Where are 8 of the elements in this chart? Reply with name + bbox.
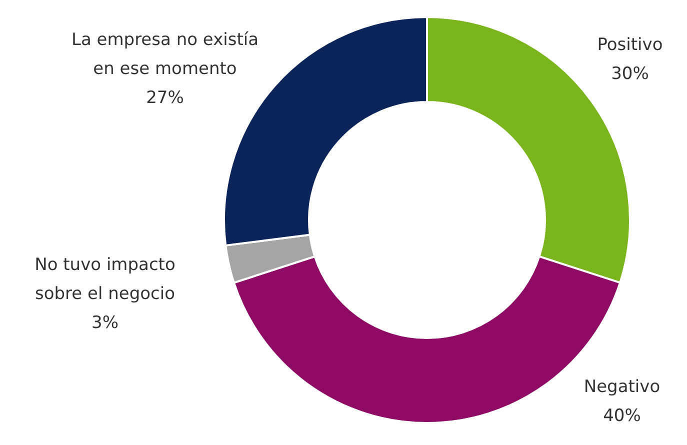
- data-label: 40%: [603, 406, 641, 426]
- data-label: 27%: [146, 88, 184, 108]
- data-label: 3%: [92, 313, 118, 333]
- slice-label: La empresa no existía en ese momento: [71, 30, 259, 79]
- slice-label: Negativo: [584, 377, 660, 397]
- slice-label: No tuvo impacto sobre el negocio: [34, 255, 176, 304]
- slice-label: Positivo: [597, 35, 663, 55]
- data-label: 30%: [611, 64, 649, 84]
